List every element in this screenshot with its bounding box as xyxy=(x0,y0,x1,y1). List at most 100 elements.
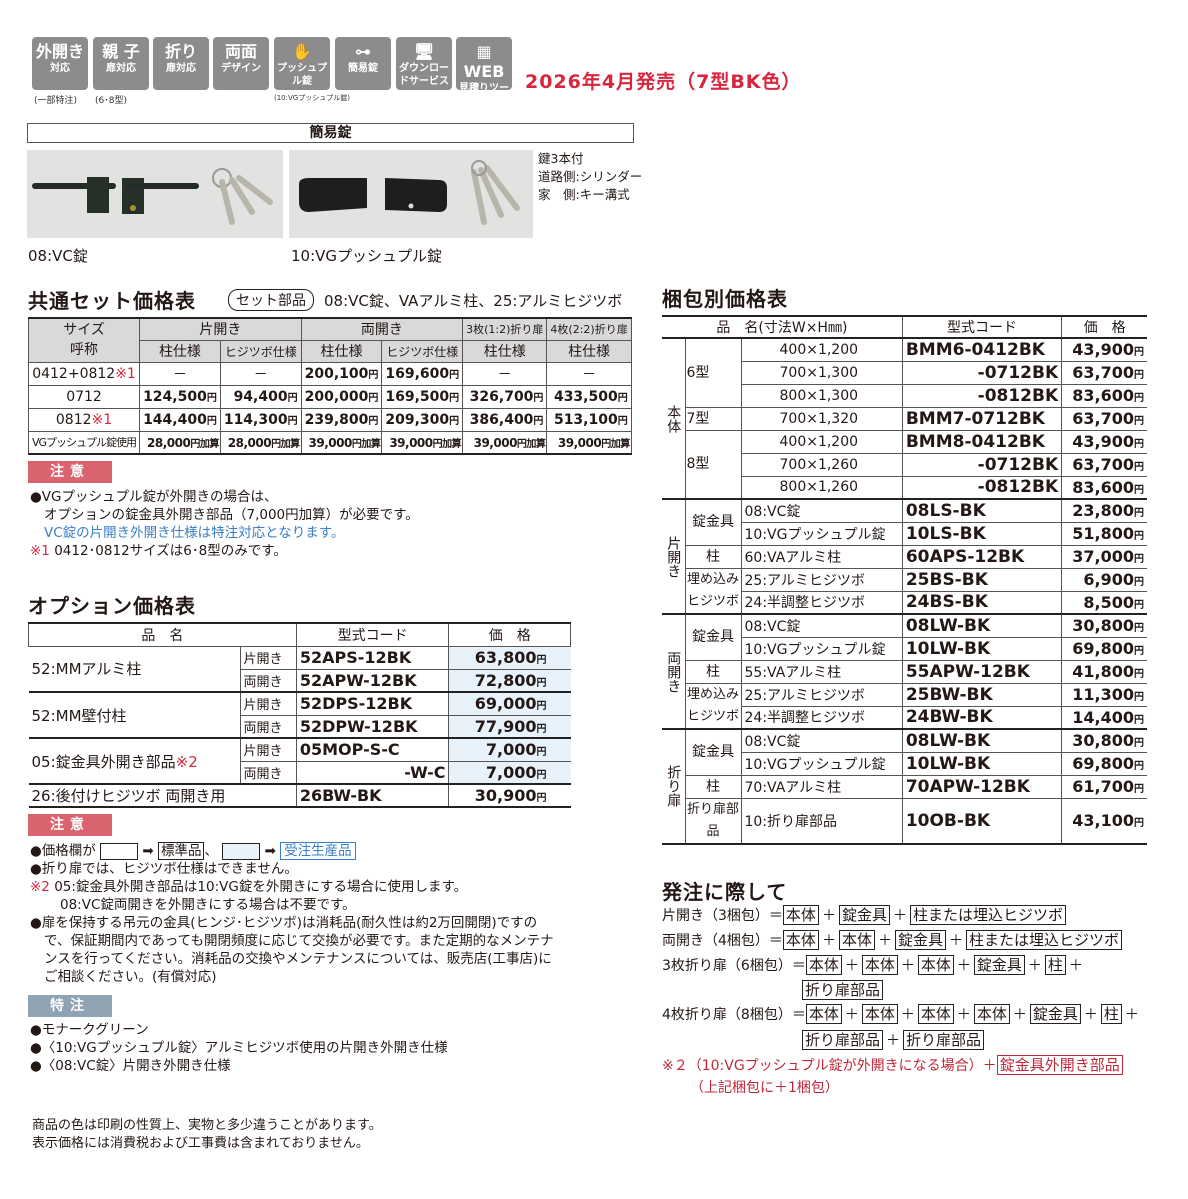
yen-unit: 円 xyxy=(533,415,544,427)
sub-header: ヒジツボ仕様 xyxy=(219,339,302,363)
icon-label: 見積りツール xyxy=(459,83,509,107)
model-code: -0812BK xyxy=(901,475,1063,500)
model-code: 10LS-BK xyxy=(901,521,1063,546)
size-header: サイズ 呼称 xyxy=(27,317,141,363)
price-value: 61,700 xyxy=(1072,777,1134,796)
header-price: 価 格 xyxy=(448,622,571,647)
option-name: 05:錠金具外開き部品※2 xyxy=(28,737,240,785)
door-type: 片開き xyxy=(239,737,297,762)
model-code: 60APS-12BK xyxy=(901,544,1063,569)
size-label: 0412+0812 xyxy=(32,365,116,382)
table-row: 埋め込みヒジツボ 25:アルミヒジツボ 25BW-BK 11,300円 xyxy=(662,682,1147,730)
header-row: サイズ 呼称 片開き 両開き 3枚(1:2)折り扉 4枚(2:2)折り扉 xyxy=(27,317,632,363)
model-code: 05MOP-S-C xyxy=(295,737,449,762)
price-cell: 63,700円 xyxy=(1061,452,1147,477)
model-code: 26BW-BK xyxy=(295,783,449,808)
yen-unit: 円 xyxy=(1134,462,1144,473)
table-row: 24:半調整ヒジツボ 24BS-BK 8,500円 xyxy=(662,590,1147,615)
set-price-table: サイズ 呼称 片開き 両開き 3枚(1:2)折り扉 4枚(2:2)折り扉 柱仕様 ヒジツボ仕様… xyxy=(27,317,632,455)
package-price-table: 品 名(寸法W×H㎜) 型式コード価 格本体 6型 400×1,200 BMM6-041… xyxy=(662,315,1147,845)
price-value: 30,800 xyxy=(1072,731,1134,751)
price-value: 28,000 xyxy=(147,435,191,450)
caution-notes: ●VGプッシュプル錠が外開きの場合は、 オプションの錠金具外開き部品（7,000… xyxy=(30,488,419,560)
plus-sign: ＋ xyxy=(844,1007,859,1023)
option-name: 52:MMアルミ柱 xyxy=(28,645,240,693)
header-code: 型式コード xyxy=(295,622,450,647)
package-box: 本体 xyxy=(917,1004,954,1024)
price-cell: 69,800円 xyxy=(1061,751,1147,776)
package-box: 柱 xyxy=(1100,1004,1122,1024)
package-box: 錠金具外開き部品 xyxy=(996,1055,1123,1075)
icon-label: 両面 xyxy=(224,42,257,61)
price-value: 200,000 xyxy=(304,388,369,405)
price-value: 8,500 xyxy=(1083,592,1134,612)
icon-label: 簡易錠 xyxy=(348,63,378,74)
item-name: 400×1,200 xyxy=(740,429,903,454)
price-value: 28,000 xyxy=(227,435,272,450)
price-value: 326,700 xyxy=(469,388,534,405)
price-value: 23,800 xyxy=(1072,501,1134,521)
model-code: 08LS-BK xyxy=(901,498,1063,523)
price-value: 209,300 xyxy=(385,411,450,428)
price-cell: 39,000円加算 xyxy=(546,430,632,455)
package-box: 柱 xyxy=(1044,955,1066,975)
price-value: 83,600 xyxy=(1072,477,1134,497)
subgroup-label: 折り扉部品 xyxy=(685,797,742,844)
item-name: 800×1,260 xyxy=(741,475,903,500)
model-code: -0712BK xyxy=(901,452,1063,477)
key-note: 家 側:キー溝式 xyxy=(538,187,630,202)
ordering-line: 折り扉部品＋折り扉部品 xyxy=(662,1030,985,1051)
price-cell: 83,600円 xyxy=(1061,383,1147,408)
item-name: 55:VAアルミ柱 xyxy=(740,659,903,684)
ordering-label: 3枚折り扉（6梱包）＝ xyxy=(662,958,806,974)
note-line: ンスを行ってください。消耗品の交換やメンテナンスについては、販売店(工事店)に xyxy=(44,951,552,967)
standard-swatch xyxy=(100,842,139,860)
yen-unit: 円 xyxy=(1134,761,1144,772)
header-row: 品 名(寸法W×H㎜) 型式コード価 格 xyxy=(662,315,1147,339)
package-box: 本体 xyxy=(861,955,898,975)
price-value: 77,900 xyxy=(474,716,537,736)
icon-label: ✋ xyxy=(292,42,312,61)
download-service-icon: 🖥 ダウンロードサービス xyxy=(396,37,452,90)
key-notes: 鍵3本付 道路側:シリンダー 家 側:キー溝式 xyxy=(538,150,642,204)
icon-label: 🖥 xyxy=(413,42,435,61)
option-name-label: 52:MM壁付柱 xyxy=(31,706,127,725)
yen-unit: 円 xyxy=(536,769,547,781)
package-box: 折り扉部品 xyxy=(802,980,884,1000)
table-row: 柱 55:VAアルミ柱 55APW-12BK 41,800円 xyxy=(662,659,1147,684)
price-cell: 23,800円 xyxy=(1061,498,1147,523)
key-note: 道路側:シリンダー xyxy=(538,169,643,184)
yen-unit: 円加算 xyxy=(271,438,300,450)
price-value: 63,800 xyxy=(474,648,537,667)
price-cell: 6,900円 xyxy=(1061,567,1147,592)
package-box: 本体 xyxy=(805,1004,842,1024)
price-value: 144,400 xyxy=(143,411,207,428)
price-value: 6,900 xyxy=(1083,570,1134,589)
icon-label: ▦ WEB xyxy=(463,42,505,81)
note-line: 0412･0812サイズは6･8型のみです。 xyxy=(54,543,287,559)
yen-unit: 円 xyxy=(1134,577,1144,588)
yen-unit: 円 xyxy=(368,369,379,381)
yen-unit: 円 xyxy=(1134,439,1144,450)
ordering-note-text: ※２（10:VGプッシュプル錠が外開きになる場合）＋ xyxy=(662,1058,997,1074)
group-header: 4枚(2:2)折り扉 xyxy=(546,317,632,341)
yen-unit: 円 xyxy=(1134,508,1144,520)
package-box: 錠金具 xyxy=(1029,1004,1081,1024)
release-notice: 2026年4月発売（7型BK色） xyxy=(525,71,802,93)
caution-badge: 注意 xyxy=(28,461,112,483)
table-row: 05:錠金具外開き部品※2 片開き 05MOP-S-C 7,000円 xyxy=(28,737,571,785)
item-name: 10:VGプッシュプル錠 xyxy=(741,636,903,661)
price-cell: 8,500円 xyxy=(1061,590,1147,615)
price-cell: 94,400円 xyxy=(219,384,302,409)
group-header: 両開き xyxy=(300,317,464,341)
package-box: 錠金具 xyxy=(838,905,890,925)
header-label: 呼称 xyxy=(70,342,99,359)
yen-unit: 円 xyxy=(536,793,547,804)
table-row: 両開き -W-C 7,000円 xyxy=(29,760,571,785)
item-name: 10:VGプッシュプル錠 xyxy=(741,751,903,776)
package-box: 本体 xyxy=(973,1004,1010,1024)
key-note: 鍵3本付 xyxy=(538,151,584,166)
price-value: 433,500 xyxy=(553,388,618,405)
plus-sign: ＋ xyxy=(900,1007,915,1023)
price-cell: 28,000円加算 xyxy=(139,430,221,455)
